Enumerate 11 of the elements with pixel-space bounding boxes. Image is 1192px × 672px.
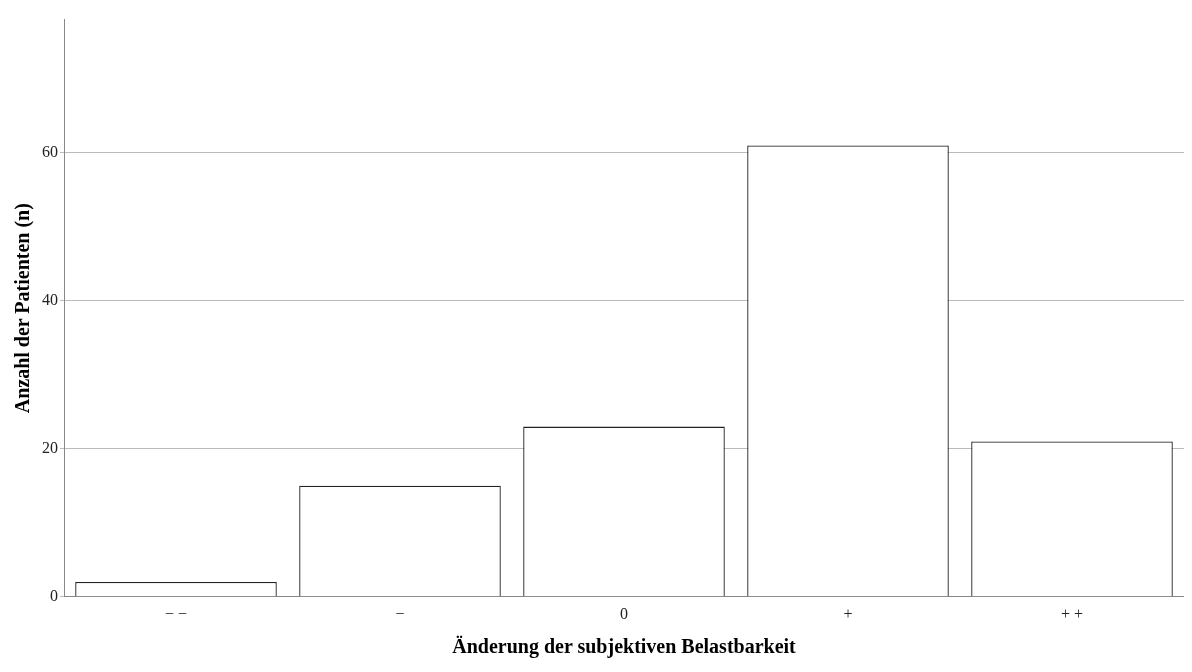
x-tick-label: − − (164, 604, 188, 622)
x-tick-label: + + (1060, 604, 1084, 622)
y-axis-title: Anzahl der Patienten (n) (11, 203, 35, 414)
y-tick-label: 40 (42, 291, 58, 308)
x-tick-label: − (395, 604, 405, 622)
x-axis-title: Änderung der subjektiven Belastbarkeit (452, 635, 797, 659)
y-tick-label: 0 (50, 587, 58, 604)
y-tick-label: 20 (42, 439, 58, 456)
x-tick-label: + (843, 604, 853, 622)
x-tick-label: 0 (620, 604, 628, 622)
y-tick-label: 60 (42, 143, 58, 160)
